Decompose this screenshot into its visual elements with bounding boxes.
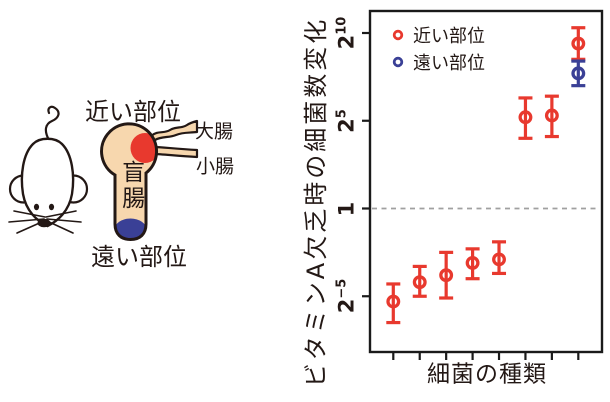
legend-marker	[392, 56, 404, 68]
chart-generated-marks	[362, 26, 600, 360]
mouse-head	[20, 137, 75, 228]
far-site-patch	[114, 218, 147, 240]
large-intestine-label: 大腸	[194, 120, 234, 143]
near-site-label: 近い部位	[85, 97, 181, 126]
small-intestine-label: 小腸	[195, 155, 235, 178]
far-site-label: 遠い部位	[91, 242, 187, 271]
data-point	[571, 36, 586, 51]
mouse-drawing	[8, 105, 89, 234]
cecum-drawing	[100, 119, 199, 242]
data-point	[412, 275, 427, 290]
y-tick-label-2pow10: 210	[334, 16, 359, 50]
legend-label-near-site: 近い部位	[413, 26, 485, 47]
y-axis-label: ビタミンA欠乏時の細菌数変化	[301, 16, 330, 388]
cecum-label: 盲腸	[117, 160, 144, 212]
data-point	[571, 66, 586, 81]
data-point	[439, 268, 454, 283]
near-site-patch	[130, 133, 157, 163]
y-tick-label-2powminus5: 2−5	[334, 278, 359, 314]
legend-label-far-site: 遠い部位	[413, 53, 485, 74]
mouse-whiskers	[8, 210, 82, 234]
x-axis-label: 細菌の種類	[427, 361, 547, 388]
data-point	[465, 255, 480, 270]
data-point	[386, 294, 401, 309]
mouse-tail	[44, 105, 60, 142]
y-tick-label-2pow5: 25	[334, 108, 359, 133]
mouse-eye-left	[33, 203, 40, 211]
data-point	[518, 110, 533, 125]
data-point	[544, 108, 559, 123]
mouse-eye-right	[48, 203, 55, 211]
plot-border	[368, 9, 604, 354]
y-tick-label-1: 1	[334, 201, 359, 216]
cecum-outline	[100, 122, 159, 242]
small-intestine-tube	[151, 145, 199, 159]
data-point	[492, 252, 506, 267]
legend-marker	[392, 29, 404, 41]
large-intestine-tube	[149, 119, 199, 142]
mouse-nose	[37, 218, 51, 228]
